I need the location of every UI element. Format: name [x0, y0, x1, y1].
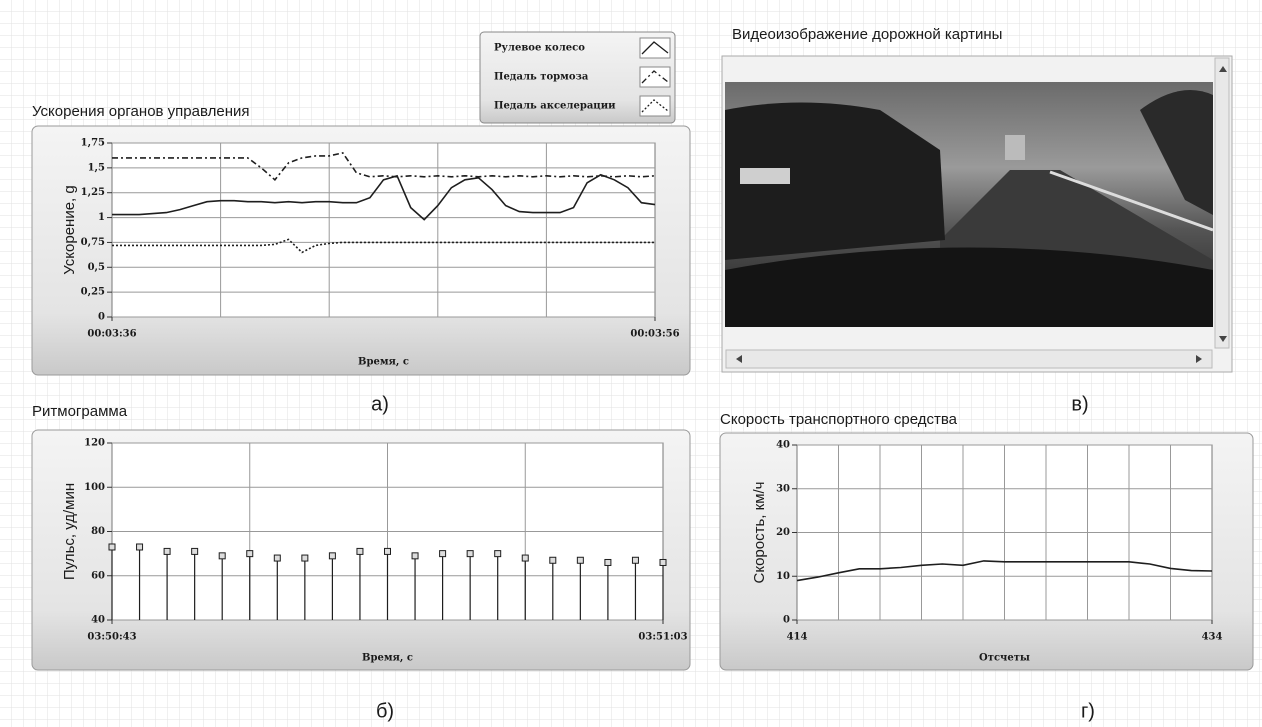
stem-marker: [605, 559, 611, 565]
stem-marker: [137, 544, 143, 550]
y-tick-label: 0,5: [88, 262, 105, 273]
legend-swatch-box: [640, 96, 670, 116]
panel-label: в): [1071, 393, 1088, 415]
panel-label: а): [371, 393, 389, 415]
x-tick-label: 00:03:56: [630, 329, 679, 340]
legend-label: Педаль тормоза: [494, 72, 589, 83]
x-tick-label: 00:03:36: [87, 329, 136, 340]
stem-marker: [660, 559, 666, 565]
stem-marker: [274, 555, 280, 561]
x-tick-label: 434: [1202, 632, 1223, 643]
x-tick-label: 03:50:43: [87, 632, 136, 643]
video-title: Видеоизображение дорожной картины: [732, 26, 1002, 43]
stem-marker: [440, 551, 446, 557]
stem-marker: [550, 557, 556, 563]
y-tick-label: 100: [84, 482, 105, 493]
y-tick-label: 0: [98, 312, 105, 323]
chart-title: Ритмограмма: [32, 403, 128, 420]
video-image: [725, 82, 1213, 327]
y-tick-label: 0,75: [81, 237, 105, 248]
y-axis-label: Скорость, км/ч: [751, 482, 768, 584]
y-tick-label: 120: [84, 438, 105, 449]
y-tick-label: 1,75: [81, 138, 105, 149]
y-tick-label: 30: [776, 483, 790, 494]
legend-swatch-box: [640, 67, 670, 87]
y-tick-label: 1,5: [88, 162, 105, 173]
stem-marker: [247, 551, 253, 557]
screen: Видеоизображение дорожной картины а) б) …: [0, 0, 1262, 727]
stem-marker: [577, 557, 583, 563]
x-axis-label: Время, с: [358, 357, 409, 368]
stem-marker: [302, 555, 308, 561]
x-axis-label: Отсчеты: [979, 653, 1030, 664]
stem-marker: [522, 555, 528, 561]
x-tick-label: 03:51:03: [638, 632, 687, 643]
stem-marker: [632, 557, 638, 563]
y-tick-label: 80: [91, 526, 105, 537]
y-axis-label: Ускорение, g: [61, 185, 78, 274]
panel-label: б): [376, 700, 394, 722]
x-axis-label: Время, с: [362, 653, 413, 664]
stem-marker: [109, 544, 115, 550]
stem-marker: [164, 548, 170, 554]
x-tick-label: 414: [787, 632, 808, 643]
stem-marker: [192, 548, 198, 554]
y-tick-label: 0,25: [81, 287, 105, 298]
stem-marker: [219, 553, 225, 559]
plot-area: [112, 143, 655, 317]
stem-marker: [495, 551, 501, 557]
y-tick-label: 40: [91, 615, 105, 626]
stem-marker: [467, 551, 473, 557]
y-axis-label: Пульс, уд/мин: [61, 483, 78, 580]
stem-marker: [329, 553, 335, 559]
panel-label: г): [1081, 700, 1095, 722]
page: Видеоизображение дорожной картины а) б) …: [0, 0, 1262, 727]
legend-label: Рулевое колесо: [494, 43, 585, 54]
y-tick-label: 10: [776, 571, 790, 582]
y-tick-label: 1,25: [81, 187, 105, 198]
y-tick-label: 0: [783, 615, 790, 626]
chart-title: Ускорения органов управления: [32, 103, 249, 120]
legend-label: Педаль акселерации: [494, 101, 616, 112]
y-tick-label: 60: [91, 570, 105, 581]
chart-title: Скорость транспортного средства: [720, 411, 958, 428]
y-tick-label: 40: [776, 440, 790, 451]
stem-marker: [357, 548, 363, 554]
y-tick-label: 1: [98, 212, 105, 223]
stem-marker: [412, 553, 418, 559]
legend-swatch-box: [640, 38, 670, 58]
stem-marker: [385, 548, 391, 554]
y-tick-label: 20: [776, 527, 790, 538]
